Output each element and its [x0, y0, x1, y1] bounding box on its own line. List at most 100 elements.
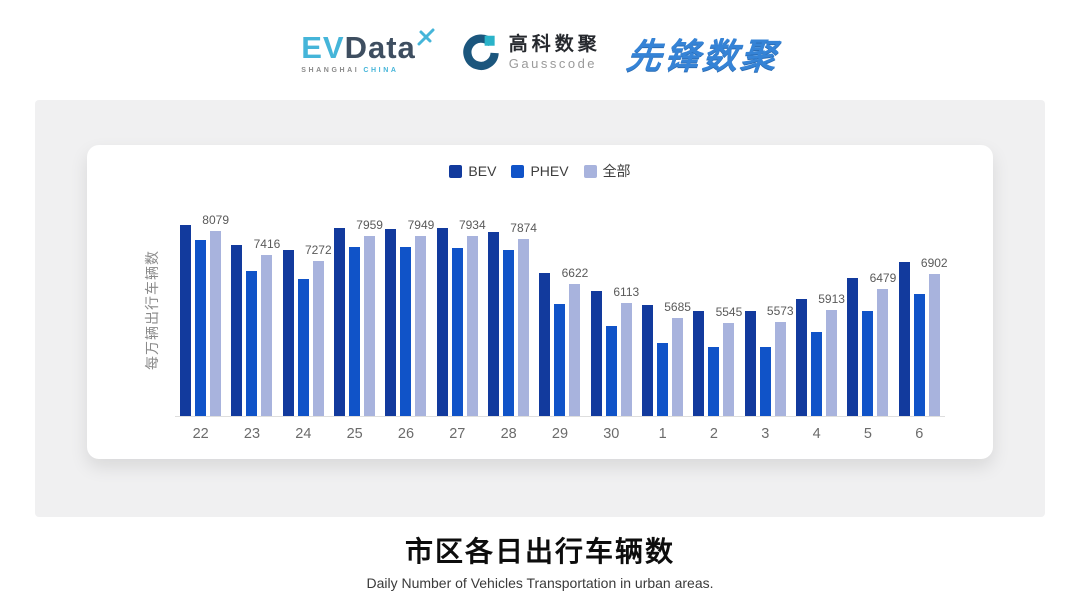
x-axis-label-27: 27	[449, 426, 466, 442]
bar-全部-6[interactable]	[928, 274, 940, 416]
bar-value-label: 6902	[920, 256, 948, 270]
x-axis-label-1: 1	[658, 426, 667, 442]
bar-全部-3[interactable]	[774, 322, 786, 416]
bar-group-27: 7934	[432, 195, 486, 416]
bar-全部-26[interactable]	[415, 235, 427, 416]
bar-value-label: 7874	[510, 220, 537, 235]
bar-value-label: 8079	[202, 213, 230, 228]
bar-全部-28[interactable]	[518, 238, 530, 416]
bar-全部-5[interactable]	[877, 289, 889, 416]
chart-subtitle: Daily Number of Vehicles Transportation …	[366, 575, 714, 591]
chart-panel: BEV PHEV 全部 每万辆出行车辆数 8079 7416 7272 7959 7949 7…	[35, 100, 1045, 517]
title-block: 市区各日出行车辆数 Daily Number of Vehicles Trans…	[0, 530, 1080, 591]
bar-全部-4[interactable]	[826, 310, 838, 416]
bar-全部-2[interactable]	[723, 323, 735, 416]
bar-bev-2[interactable]	[693, 310, 705, 416]
bar-全部-30[interactable]	[620, 302, 632, 416]
chart-title: 市区各日出行车辆数	[404, 536, 675, 567]
bar-phev-23[interactable]	[246, 271, 258, 416]
bar-value-label: 5913	[818, 292, 845, 306]
bar-value-label: 6113	[613, 284, 640, 299]
bar-bev-29[interactable]	[539, 273, 551, 416]
bar-bev-23[interactable]	[231, 245, 243, 416]
bar-value-label: 5573	[766, 304, 794, 319]
legend-label: BEV	[468, 163, 497, 179]
bar-bev-5[interactable]	[847, 277, 859, 416]
bar-bev-30[interactable]	[590, 291, 602, 416]
bar-全部-23[interactable]	[261, 255, 273, 416]
bar-bev-1[interactable]	[642, 304, 654, 416]
evdata-x-icon	[417, 28, 435, 46]
bar-group-22: 8079	[175, 195, 230, 416]
bar-phev-3[interactable]	[759, 347, 771, 416]
evdata-wordmark: EV Data	[301, 28, 435, 65]
gausscode-en-text: Gausscode	[508, 55, 598, 71]
bar-phev-25[interactable]	[349, 246, 361, 416]
bar-group-3: 5573	[740, 195, 794, 416]
bar-bev-26[interactable]	[385, 228, 397, 416]
x-axis-label-28: 28	[500, 426, 517, 442]
bar-bev-25[interactable]	[334, 227, 346, 416]
bar-group-4: 5913	[791, 195, 845, 416]
gausscode-cn-text: 高科数聚	[508, 33, 601, 55]
gausscode-text: 高科数聚 Gausscode	[508, 33, 601, 71]
bar-group-2: 5545	[688, 195, 742, 416]
legend-item-bev[interactable]: BEV	[449, 163, 496, 179]
x-axis-label-2: 2	[709, 426, 718, 442]
bar-group-6: 6902	[894, 195, 948, 416]
chart-legend: BEV PHEV 全部	[87, 161, 993, 181]
x-axis-label-3: 3	[761, 426, 770, 442]
bar-group-30: 6113	[586, 195, 640, 416]
bar-phev-4[interactable]	[811, 331, 823, 416]
bar-phev-24[interactable]	[297, 278, 309, 416]
x-axis-label-22: 22	[192, 426, 209, 442]
x-axis-label-26: 26	[397, 426, 415, 442]
bar-phev-27[interactable]	[451, 247, 463, 416]
bar-bev-27[interactable]	[436, 228, 448, 416]
x-axis-label-30: 30	[603, 426, 620, 442]
chart-card: BEV PHEV 全部 每万辆出行车辆数 8079 7416 7272 7959 7949 7…	[87, 145, 993, 459]
evdata-tagline-shanghai: SHANGHAI	[301, 67, 360, 74]
bar-全部-27[interactable]	[466, 236, 478, 416]
evdata-ev-text: EV	[301, 30, 345, 65]
x-axis-label-25: 25	[346, 426, 363, 442]
x-axis-label-24: 24	[295, 426, 312, 442]
bar-phev-26[interactable]	[400, 247, 412, 416]
bar-bev-28[interactable]	[488, 231, 500, 416]
legend-item-全部[interactable]: 全部	[583, 161, 631, 181]
x-axis-labels: 22 23 24 25 26 27 28 29 30 1 2 3 4 5 6	[175, 418, 945, 442]
bar-group-26: 7949	[380, 195, 434, 416]
bar-bev-6[interactable]	[898, 262, 910, 416]
bar-phev-29[interactable]	[554, 304, 566, 416]
bar-phev-22[interactable]	[195, 239, 207, 416]
bar-phev-30[interactable]	[605, 326, 617, 416]
bar-全部-24[interactable]	[312, 260, 324, 416]
bar-全部-1[interactable]	[672, 318, 684, 416]
bar-全部-22[interactable]	[210, 231, 222, 416]
header-logos: EV Data SHANGHAI CHINA 高科数聚 Gausscode 先锋数聚	[0, 24, 1080, 82]
evdata-logo: EV Data SHANGHAI CHINA	[301, 28, 435, 74]
bar-bev-3[interactable]	[744, 310, 756, 416]
legend-swatch-icon	[449, 164, 463, 178]
bar-value-label: 7934	[458, 218, 486, 233]
bar-phev-5[interactable]	[862, 310, 874, 416]
x-axis-label-6: 6	[915, 426, 924, 442]
bar-value-label: 7416	[253, 237, 281, 252]
bar-bev-22[interactable]	[180, 225, 192, 416]
bar-全部-29[interactable]	[569, 284, 581, 416]
legend-item-phev[interactable]: PHEV	[511, 163, 569, 179]
plot-area: 8079 7416 7272 7959 7949 7934 7874 6622 6113 5685…	[175, 195, 948, 417]
bar-value-label: 7959	[356, 217, 383, 232]
evdata-data-text: Data	[344, 30, 416, 65]
bar-phev-6[interactable]	[913, 293, 925, 416]
bar-bev-4[interactable]	[796, 298, 808, 416]
evdata-tagline-china: CHINA	[363, 67, 399, 74]
bar-group-28: 7874	[483, 195, 537, 416]
bar-group-5: 6479	[842, 195, 896, 416]
bar-bev-24[interactable]	[282, 249, 294, 416]
bar-phev-2[interactable]	[708, 347, 720, 416]
gausscode-g-icon	[463, 34, 499, 70]
bar-phev-28[interactable]	[503, 249, 515, 416]
bar-全部-25[interactable]	[364, 235, 376, 416]
bar-phev-1[interactable]	[657, 342, 669, 416]
